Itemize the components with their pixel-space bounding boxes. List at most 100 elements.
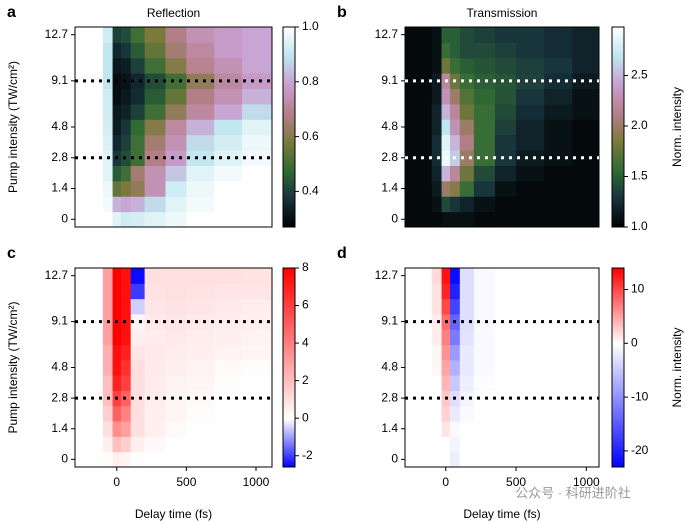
colorbar-tick-label: -2 — [302, 448, 313, 462]
heatmap-cell — [544, 27, 573, 43]
heatmap-cell — [572, 165, 600, 182]
heatmap-cell — [120, 298, 132, 315]
colorbar-swatch — [283, 61, 295, 64]
heatmap-cell — [516, 390, 545, 407]
colorbar-swatch — [283, 115, 295, 118]
colorbar-tick-label: 1.0 — [302, 19, 319, 33]
colorbar-swatch — [612, 115, 624, 118]
colorbar-swatch — [612, 353, 624, 357]
y-tick-label: 1.4 — [381, 421, 398, 435]
heatmap-cell — [473, 344, 496, 361]
heatmap-cell — [102, 211, 114, 228]
colorbar-swatch — [283, 463, 295, 466]
colorbar-swatch — [283, 289, 295, 293]
heatmap-cell — [405, 329, 433, 346]
heatmap-cell — [516, 359, 545, 376]
heatmap-cell — [494, 313, 517, 330]
heatmap-cell — [165, 88, 187, 105]
colorbar-swatch — [612, 77, 624, 80]
heatmap-cell — [75, 119, 104, 136]
colorbar-swatch — [283, 299, 295, 303]
colorbar-swatch — [283, 141, 295, 144]
colorbar-swatch — [612, 437, 624, 440]
colorbar-swatch — [283, 153, 295, 156]
heatmap-cell — [405, 405, 433, 422]
colorbar-swatch — [612, 119, 624, 122]
colorbar-swatch — [283, 311, 295, 315]
colorbar-swatch — [612, 29, 624, 32]
heatmap-cell — [242, 436, 273, 453]
colorbar-swatch — [612, 163, 624, 166]
colorbar-swatch — [283, 143, 295, 146]
heatmap-cell — [242, 405, 273, 422]
colorbar-tick-label: 4 — [302, 335, 309, 349]
heatmap-cell — [120, 150, 132, 166]
colorbar-swatch — [283, 387, 295, 390]
colorbar-swatch — [612, 71, 624, 74]
colorbar-swatch — [283, 459, 295, 462]
heatmap-cell — [431, 196, 443, 213]
colorbar-swatch — [283, 359, 295, 363]
heatmap-cell — [431, 119, 443, 136]
heatmap-cell — [431, 329, 443, 346]
colorbar-swatch — [283, 137, 295, 140]
colorbar-swatch — [283, 379, 295, 382]
colorbar-swatch — [612, 155, 624, 158]
y-axis-label: Pump intensity (TW/cm²) — [6, 61, 20, 193]
heatmap-cell — [120, 73, 132, 90]
colorbar-tick-label: 0.4 — [302, 184, 319, 198]
heatmap-cell — [120, 313, 132, 330]
heatmap-cell — [544, 211, 573, 228]
heatmap-cell — [165, 283, 187, 300]
colorbar-swatch — [283, 413, 295, 416]
colorbar-swatch — [283, 313, 295, 317]
heatmap-cell — [473, 42, 496, 59]
colorbar-swatch — [612, 141, 624, 144]
heatmap-cell — [405, 57, 433, 74]
heatmap-cell — [449, 196, 461, 213]
heatmap-cell — [494, 27, 517, 43]
y-tick-label: 4.8 — [381, 360, 398, 374]
colorbar-swatch — [612, 79, 624, 82]
heatmap-cell — [405, 165, 433, 182]
colorbar-swatch — [283, 405, 295, 408]
heatmap-cell — [572, 73, 600, 90]
colorbar-swatch — [612, 381, 624, 384]
heatmap-cell — [441, 211, 451, 228]
heatmap-cell — [214, 42, 243, 59]
heatmap-cell — [459, 42, 475, 59]
heatmap-cell — [459, 405, 475, 422]
colorbar-swatch — [612, 371, 624, 374]
colorbar-swatch — [283, 303, 295, 307]
colorbar-swatch — [612, 195, 624, 198]
y-tick-label: 1.4 — [381, 181, 398, 195]
heatmap-cell — [431, 451, 443, 468]
colorbar-swatch — [283, 93, 295, 96]
heatmap-cell — [144, 421, 166, 437]
x-tick-label: 500 — [176, 475, 196, 489]
heatmap-cell — [459, 329, 475, 346]
heatmap-cell — [144, 436, 166, 453]
heatmap-cell — [405, 27, 433, 43]
heatmap-cell — [459, 436, 475, 453]
heatmap-cell — [441, 298, 451, 315]
colorbar-swatch — [612, 459, 624, 462]
heatmap-cell — [242, 390, 273, 407]
colorbar-swatch — [612, 413, 624, 416]
colorbar-swatch — [283, 329, 295, 333]
colorbar-swatch — [612, 347, 624, 351]
heatmap-cell — [75, 329, 104, 346]
heatmap-cell — [516, 313, 545, 330]
colorbar-swatch — [283, 223, 295, 226]
heatmap-cell — [75, 298, 104, 315]
heatmap-cell — [242, 150, 273, 166]
colorbar-swatch — [283, 339, 295, 343]
heatmap-cell — [144, 268, 166, 284]
colorbar-tick-label: -20 — [631, 443, 649, 457]
colorbar-swatch — [612, 109, 624, 112]
colorbar-swatch — [612, 65, 624, 68]
colorbar-swatch — [612, 441, 624, 444]
heatmap-cell — [112, 196, 122, 213]
colorbar-swatch — [283, 155, 295, 158]
colorbar-swatch — [612, 101, 624, 104]
